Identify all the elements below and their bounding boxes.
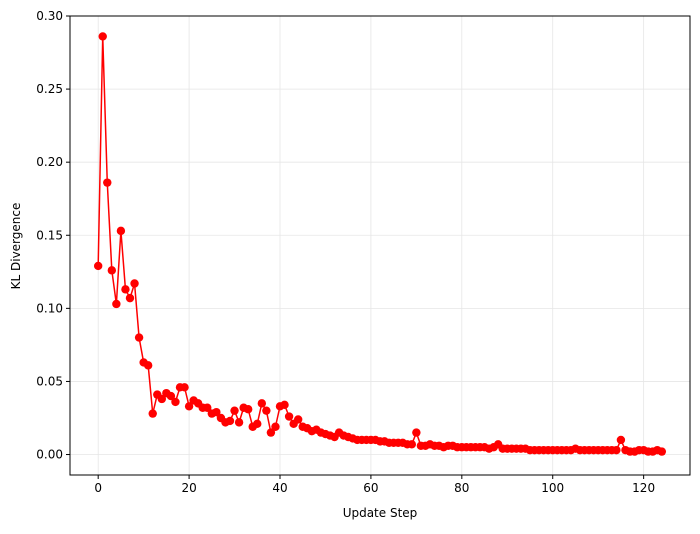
x-tick-label: 60 (363, 481, 378, 495)
data-point (262, 406, 271, 415)
data-point (230, 406, 239, 415)
data-point (234, 418, 244, 427)
data-point (293, 415, 303, 424)
data-point (266, 428, 276, 437)
x-tick-label: 40 (272, 481, 287, 495)
data-point (93, 261, 103, 271)
data-point (121, 285, 130, 294)
data-point (280, 400, 289, 410)
data-point (271, 422, 280, 431)
data-point (412, 428, 421, 437)
series-layer (93, 32, 667, 456)
data-point (257, 399, 267, 408)
data-point (657, 447, 667, 456)
y-tick-label: 0.15 (36, 228, 63, 242)
plot-frame (69, 15, 691, 476)
data-point (184, 402, 194, 411)
data-point (225, 416, 235, 426)
data-point (407, 440, 417, 449)
data-point (125, 293, 135, 303)
data-point (143, 361, 153, 370)
x-tick-label: 80 (454, 481, 469, 495)
data-point (212, 407, 221, 417)
x-tick-label: 0 (94, 481, 102, 495)
y-tick-label: 0.30 (36, 9, 63, 23)
axes-layer: 0 20 40 60 80 100 120 0.00 0.05 0.10 0.15 0.20 0.25 0… (36, 9, 691, 495)
data-point (180, 383, 189, 392)
data-point (166, 391, 176, 401)
data-point (107, 266, 117, 275)
x-tick-label: 20 (181, 481, 196, 495)
data-point (130, 279, 139, 288)
data-point (103, 178, 112, 187)
data-point (253, 419, 262, 429)
y-tick-label: 0.05 (36, 374, 63, 388)
data-point (616, 435, 626, 445)
y-tick-label: 0.10 (36, 301, 63, 315)
x-tick-label: 120 (632, 481, 655, 495)
y-axis-label: KL Divergence (9, 203, 23, 290)
data-point (203, 403, 212, 412)
data-point (284, 412, 294, 421)
data-point (148, 409, 157, 418)
y-tick-label: 0.20 (36, 155, 63, 169)
y-tick-label: 0.25 (36, 82, 63, 96)
data-point (157, 394, 167, 404)
x-axis-label: Update Step (343, 506, 418, 520)
data-point (612, 445, 621, 455)
data-point (116, 226, 126, 236)
y-tick-label: 0.00 (36, 448, 63, 462)
data-point (98, 32, 107, 41)
data-point (134, 333, 144, 342)
data-point (112, 299, 121, 309)
grid-layer (70, 15, 690, 475)
data-point (243, 405, 253, 414)
data-point (171, 397, 180, 407)
x-tick-label: 100 (541, 481, 564, 495)
